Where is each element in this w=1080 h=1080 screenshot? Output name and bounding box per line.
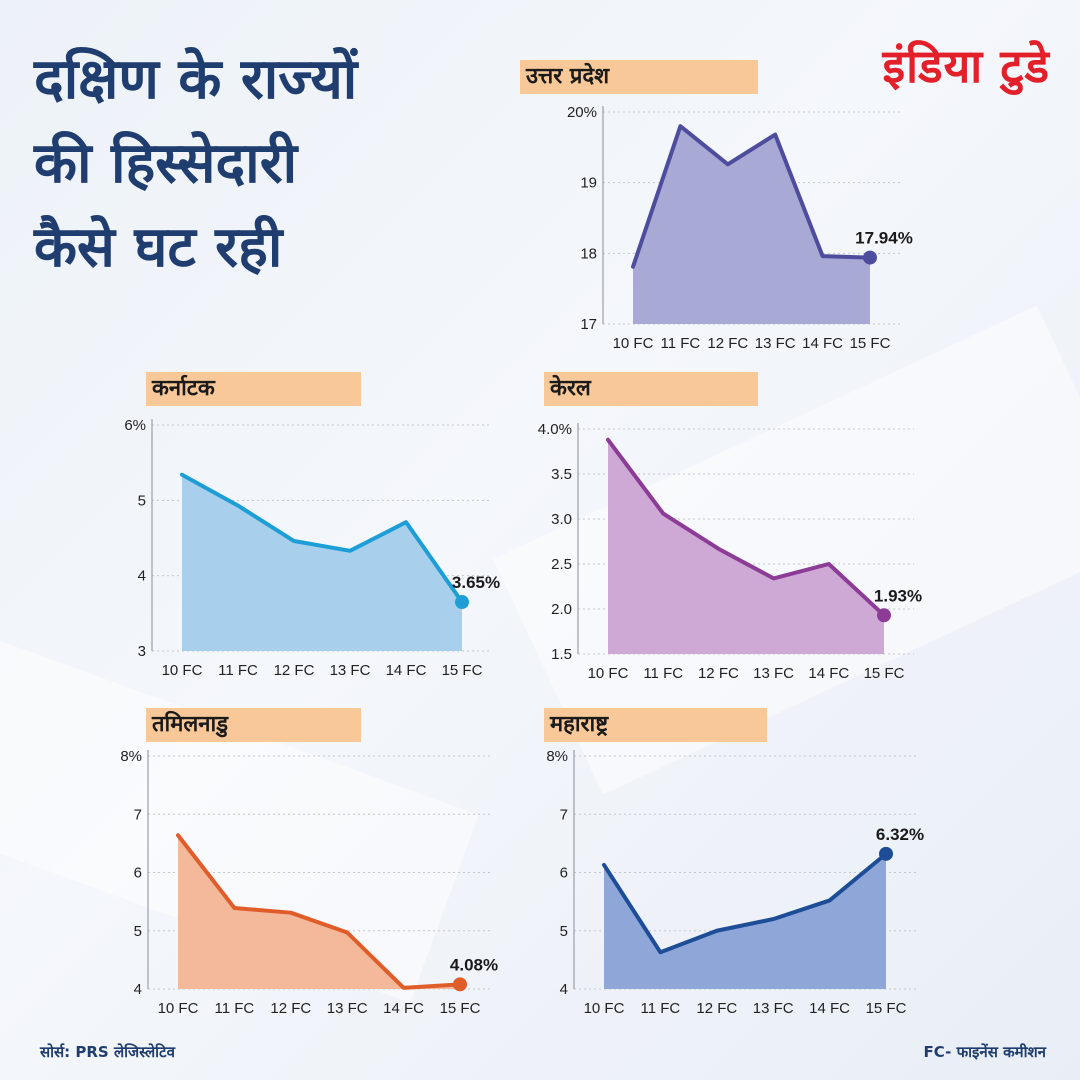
- x-tick-label: 14 FC: [386, 662, 427, 679]
- data-label: 1.93%: [874, 586, 922, 605]
- y-tick-label: 19: [580, 175, 597, 192]
- y-tick-label: 7: [134, 806, 142, 823]
- x-tick-label: 11 FC: [643, 665, 683, 682]
- area-fill: [608, 439, 884, 654]
- title-line: की हिस्सेदारी: [34, 131, 298, 196]
- x-tick-label: 10 FC: [584, 1000, 625, 1017]
- y-tick-label: 3.0: [551, 511, 572, 528]
- data-point: [453, 977, 467, 992]
- chart-panel-up: उत्तर प्रदेश 17 18 19 20% 17.94% 10 FC 11 FC 12 …: [520, 60, 940, 360]
- y-tick-label: 2.5: [551, 556, 572, 573]
- chart-title: कर्नाटक: [146, 372, 361, 406]
- chart-panel-kerala: केरल 1.5 2.0 2.5 3.0 3.5 4.0% 1.93% 10 FC 11 FC 12…: [538, 372, 964, 682]
- series-line: [606, 437, 886, 618]
- abbreviation-note: FC- फाइनेंस कमीशन: [923, 1043, 1046, 1061]
- x-tick-label: 14 FC: [808, 665, 849, 682]
- x-tick-label: 12 FC: [707, 335, 748, 352]
- x-tick-label: 10 FC: [162, 662, 203, 679]
- x-tick-label: 14 FC: [383, 1000, 424, 1017]
- x-tick-label: 12 FC: [270, 1000, 311, 1017]
- chart-svg: 3 4 5 6% 3.65% 10 FC 11 FC 12 FC 13 FC 14 FC 15 FC: [124, 417, 500, 679]
- x-tick-label: 15 FC: [442, 662, 483, 679]
- y-tick-label: 18: [580, 245, 597, 262]
- x-tick-label: 12 FC: [696, 1000, 737, 1017]
- data-point: [455, 595, 469, 610]
- area-fill: [633, 126, 870, 324]
- x-tick-label: 14 FC: [802, 335, 843, 352]
- series-line: [631, 124, 872, 269]
- title-line: कैसे घट रही: [34, 215, 283, 280]
- x-tick-label: 13 FC: [753, 1000, 794, 1017]
- chart-title: तमिलनाडु: [146, 708, 361, 742]
- data-label: 6.32%: [876, 825, 924, 844]
- y-tick-label: 3: [138, 643, 146, 660]
- data-point: [877, 608, 891, 623]
- x-tick-label: 10 FC: [158, 1000, 199, 1017]
- x-tick-label: 15 FC: [866, 1000, 907, 1017]
- series-line: [176, 833, 462, 990]
- title-line: दक्षिण के राज्यों: [34, 47, 358, 112]
- x-tick-label: 11 FC: [661, 335, 701, 352]
- y-tick-label: 2.0: [551, 601, 572, 618]
- area-fill: [604, 853, 886, 989]
- chart-panel-karnataka: कर्नाटक 3 4 5 6% 3.65% 10 FC 11 FC 12 FC 13 FC 14 …: [124, 372, 546, 682]
- y-tick-label: 3.5: [551, 466, 572, 483]
- x-tick-label: 14 FC: [809, 1000, 850, 1017]
- y-tick-label: 4: [138, 568, 146, 585]
- area-fill: [178, 835, 460, 989]
- x-tick-label: 11 FC: [215, 1000, 255, 1017]
- india-today-logo: इंडिया टुडे: [882, 39, 1050, 93]
- y-tick-label: 17: [580, 316, 597, 333]
- x-tick-label: 13 FC: [755, 335, 796, 352]
- y-tick-label: 1.5: [551, 646, 572, 663]
- x-tick-label: 13 FC: [330, 662, 371, 679]
- y-tick-label: 4: [560, 981, 568, 998]
- chart-title: महाराष्ट्र: [544, 708, 767, 742]
- y-tick-label: 7: [560, 806, 568, 823]
- x-tick-label: 12 FC: [274, 662, 315, 679]
- chart-svg: 17 18 19 20% 17.94% 10 FC 11 FC 12 FC 13 FC 14 FC…: [567, 104, 913, 352]
- y-tick-label: 8%: [120, 748, 142, 765]
- chart-panel-tamilnadu: तमिलनाडु 4 5 6 7 8% 4.08% 10 FC 11 FC 12 FC 13 FC 1…: [120, 708, 546, 1018]
- x-tick-label: 10 FC: [613, 335, 654, 352]
- x-tick-label: 15 FC: [864, 665, 905, 682]
- data-point: [879, 846, 893, 861]
- y-tick-label: 4.0%: [538, 421, 572, 438]
- x-tick-label: 15 FC: [850, 335, 891, 352]
- y-tick-label: 20%: [567, 104, 597, 121]
- chart-svg: 4 5 6 7 8% 4.08% 10 FC 11 FC 12 FC 13 FC 14 FC 15 F…: [120, 748, 498, 1017]
- data-label: 17.94%: [855, 229, 913, 248]
- x-tick-label: 12 FC: [698, 665, 739, 682]
- x-tick-label: 15 FC: [440, 1000, 481, 1017]
- y-tick-label: 5: [560, 923, 568, 940]
- area-fill: [182, 474, 462, 651]
- x-tick-label: 10 FC: [588, 665, 629, 682]
- chart-svg: 1.5 2.0 2.5 3.0 3.5 4.0% 1.93% 10 FC 11 FC 12 FC 1…: [538, 421, 922, 682]
- data-label: 3.65%: [452, 573, 500, 592]
- x-tick-label: 11 FC: [218, 662, 258, 679]
- source-note: सोर्स: PRS लेजिस्लेटिव: [40, 1043, 175, 1061]
- y-tick-label: 6: [134, 865, 142, 882]
- y-tick-label: 6: [560, 865, 568, 882]
- chart-panel-maharashtra: महाराष्ट्र 4 5 6 7 8% 6.32% 10 FC 11 FC 12 FC 13 F…: [544, 708, 964, 1018]
- chart-title: केरल: [544, 372, 758, 406]
- series-line: [180, 472, 464, 605]
- y-tick-label: 5: [134, 923, 142, 940]
- y-tick-label: 5: [138, 492, 146, 509]
- chart-title: उत्तर प्रदेश: [520, 60, 758, 94]
- data-label: 4.08%: [450, 955, 498, 974]
- x-tick-label: 11 FC: [641, 1000, 681, 1017]
- x-tick-label: 13 FC: [327, 1000, 368, 1017]
- series-line: [602, 851, 888, 955]
- x-tick-label: 13 FC: [753, 665, 794, 682]
- page-title: दक्षिण के राज्यों की हिस्सेदारी कैसे घट …: [34, 38, 357, 290]
- y-tick-label: 4: [134, 981, 142, 998]
- chart-svg: 4 5 6 7 8% 6.32% 10 FC 11 FC 12 FC 13 FC 14 FC 15 F…: [546, 748, 924, 1017]
- data-point: [863, 250, 877, 265]
- y-tick-label: 6%: [124, 417, 146, 434]
- y-tick-label: 8%: [546, 748, 568, 765]
